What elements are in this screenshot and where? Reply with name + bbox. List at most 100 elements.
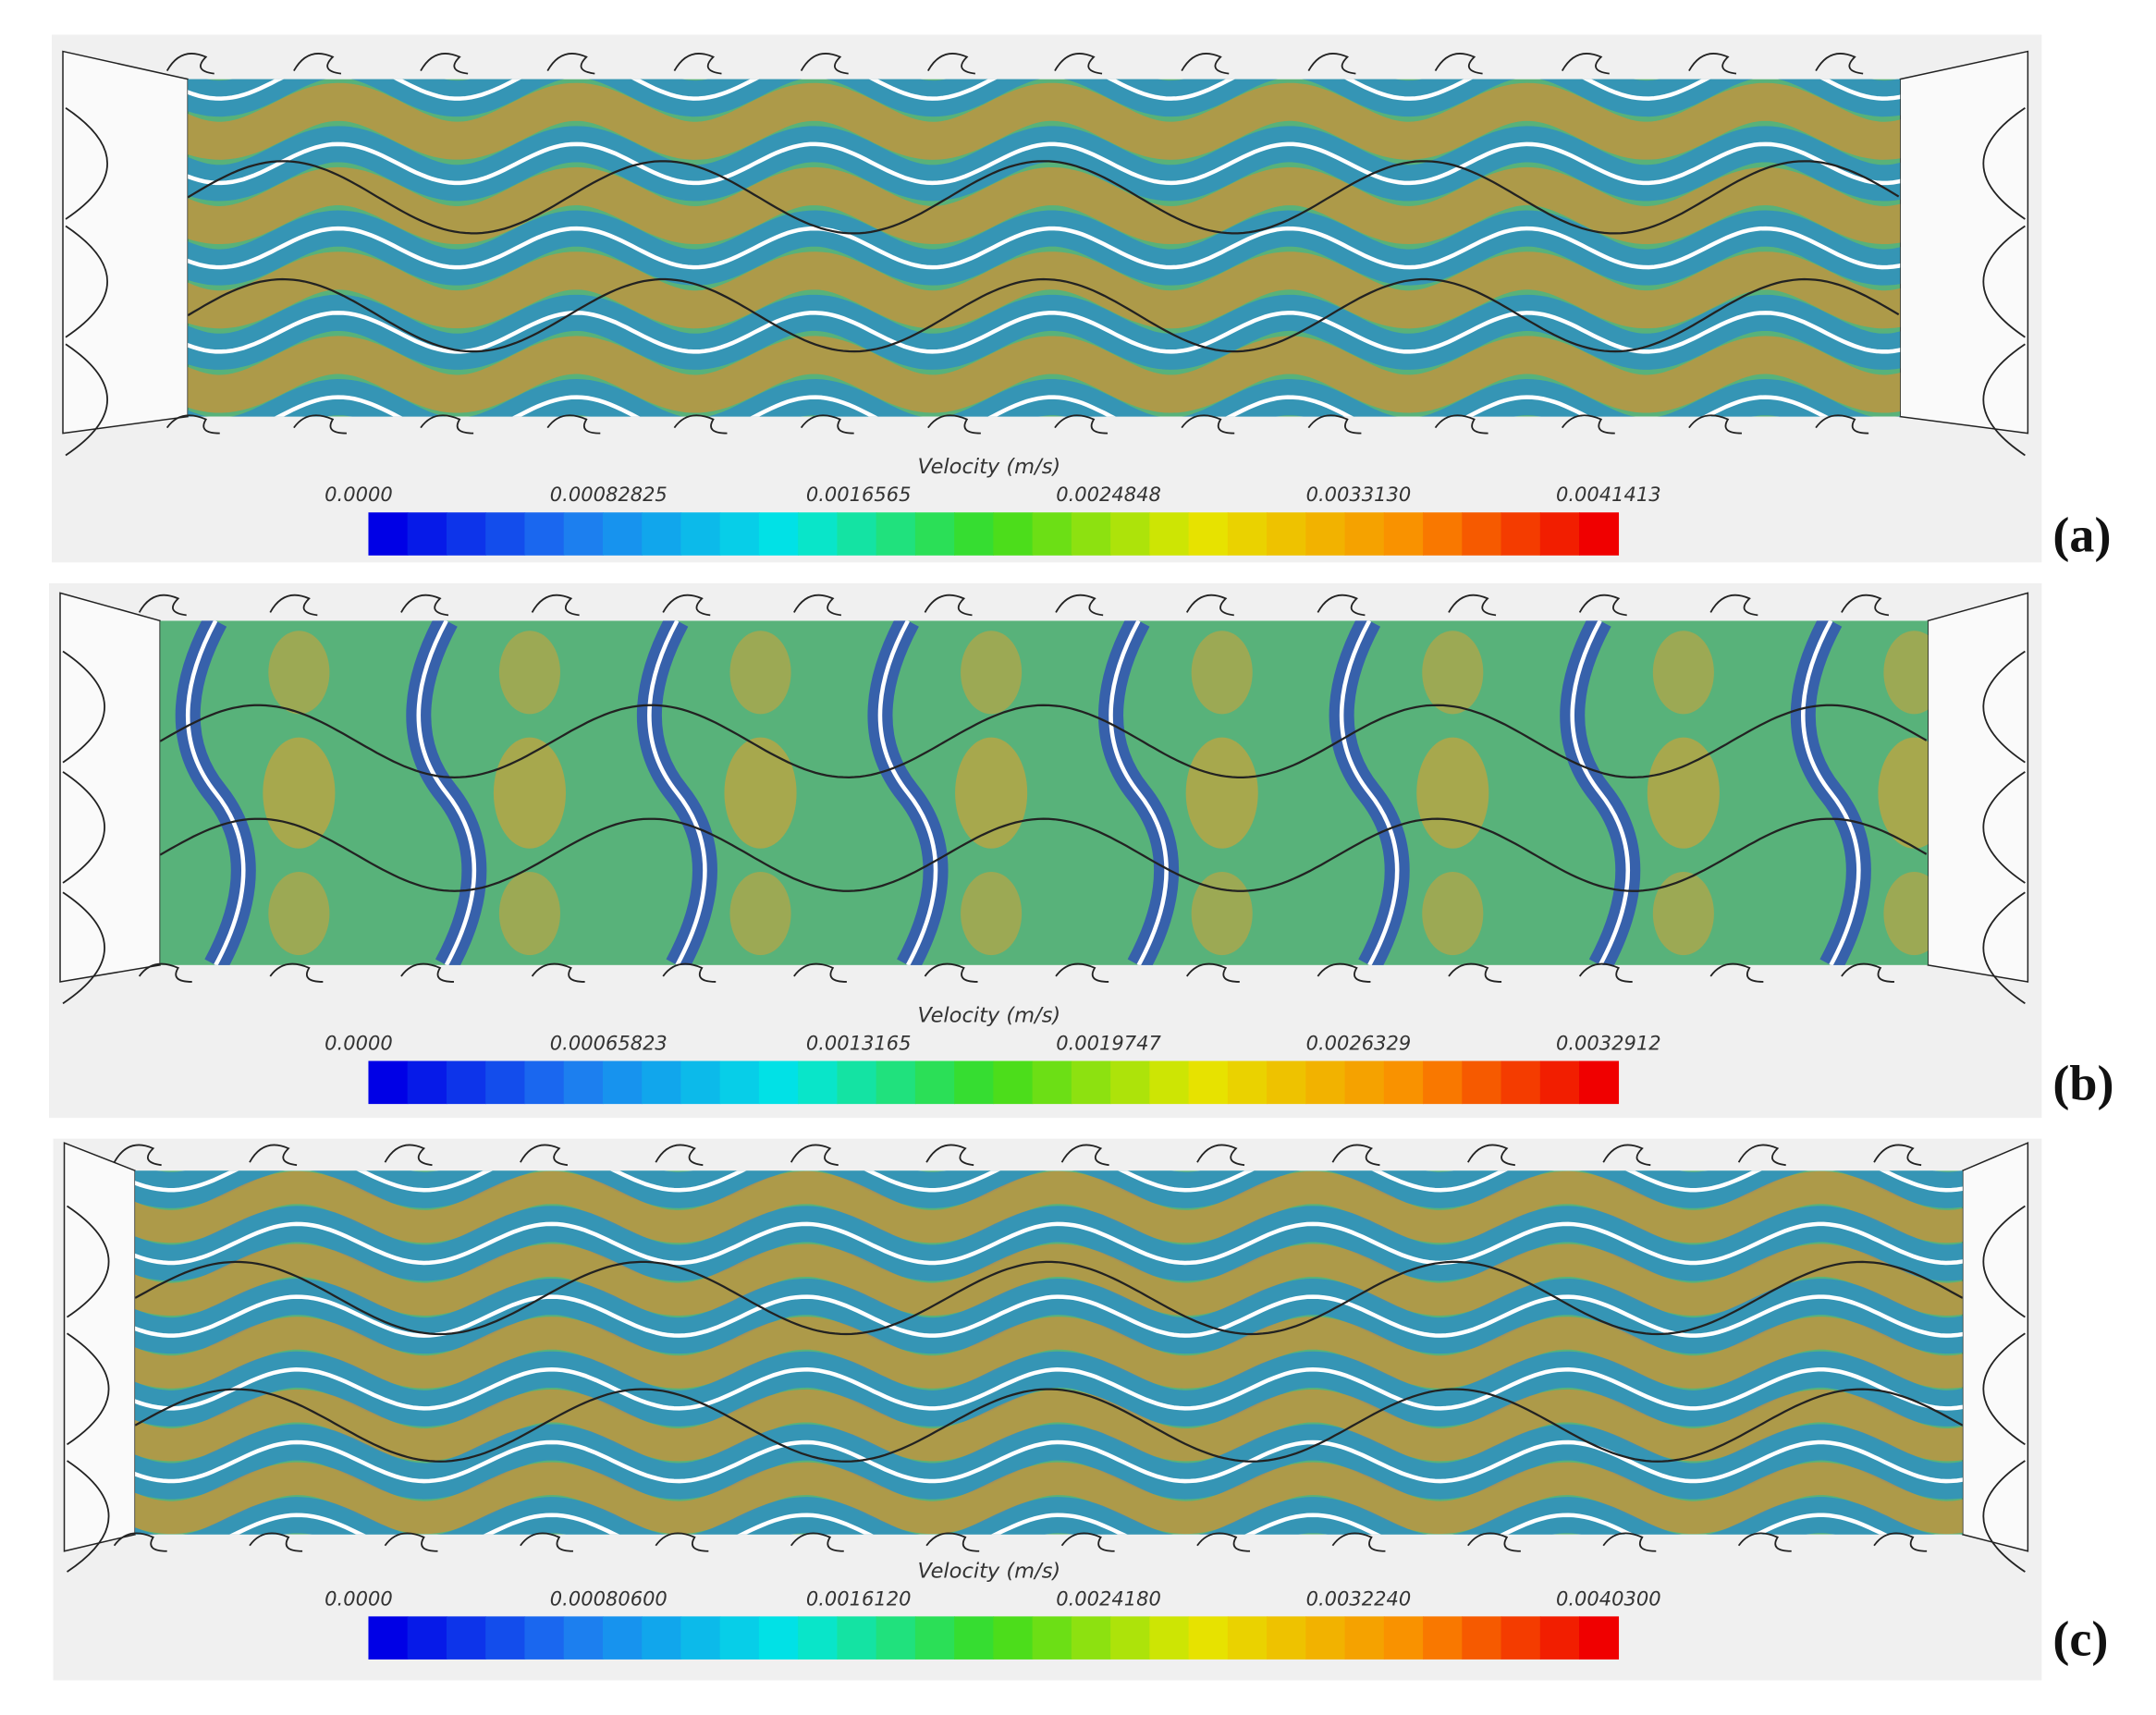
outlet-outline: [1962, 1142, 2029, 1552]
wire-hook: [1737, 1144, 1786, 1167]
colorbar-title: Velocity (m/s): [918, 1003, 1061, 1027]
wall: [1109, 620, 1169, 965]
wire-hook: [1688, 53, 1737, 75]
colorbar-segment: [1344, 1060, 1385, 1105]
colorbar-segment: [680, 512, 721, 556]
colorbar-segment: [1267, 1616, 1307, 1660]
wall: [135, 1221, 1963, 1266]
wire-hook: [1709, 594, 1758, 617]
high-velocity-spot: [1422, 871, 1484, 956]
high-velocity-band: [188, 166, 1901, 245]
wire-hook: [249, 1532, 303, 1552]
colorbar-segment: [1032, 1060, 1072, 1105]
inlet-outline: [59, 592, 161, 983]
high-velocity-spot: [498, 631, 560, 715]
flow-field: [135, 1170, 1963, 1535]
wire-hook: [1434, 414, 1488, 435]
wire-hook: [1467, 1532, 1521, 1552]
colorbar-segment: [1267, 1060, 1307, 1105]
colorbar-segment: [758, 1616, 799, 1660]
colorbar-segment: [680, 1060, 721, 1105]
colorbar-segment: [1071, 1060, 1111, 1105]
outlet-outline: [1899, 50, 2029, 435]
colorbar-segment: [407, 512, 447, 556]
colorbar-segment: [719, 1060, 760, 1105]
colorbar-segment: [1227, 512, 1268, 556]
colorbar-segment: [1305, 1616, 1346, 1660]
wire-hook: [113, 1532, 167, 1552]
colorbar-segment: [524, 1060, 565, 1105]
flow-field: [188, 79, 1901, 417]
colorbar-segment: [1579, 1616, 1620, 1660]
colorbar-segment: [642, 1616, 682, 1660]
colorbar-segment: [1539, 512, 1580, 556]
wire-outline: [160, 817, 1928, 892]
colorbar-segment: [1188, 1616, 1229, 1660]
high-velocity-spot: [1878, 737, 1929, 849]
wire-hook: [138, 962, 192, 983]
wire-hook: [1055, 962, 1109, 983]
wire-hook: [1602, 1144, 1651, 1167]
colorbar-tick-label: 0.00080600: [550, 1586, 668, 1610]
colorbar-segment: [563, 512, 604, 556]
colorbar-segment: [1305, 1060, 1346, 1105]
inlet-arc: [65, 107, 108, 220]
wire-hook: [269, 962, 324, 983]
colorbar-segment: [719, 1616, 760, 1660]
colorbar-tick-label: 0.0032240: [1306, 1586, 1412, 1610]
colorbar-segment: [1032, 1616, 1072, 1660]
outlet-arc: [1982, 107, 2026, 220]
colorbar-segment: [368, 1616, 409, 1660]
wire-hook: [165, 53, 214, 75]
wire-hook: [1578, 962, 1633, 983]
colorbar-segment: [1227, 1616, 1268, 1660]
colorbar-segment: [1149, 1616, 1190, 1660]
wire-hook: [1185, 594, 1234, 617]
high-velocity-spot: [1191, 871, 1253, 956]
colorbar-tick-label: 0.0019747: [1056, 1032, 1161, 1055]
colorbar-tick-label: 0.0000: [325, 483, 393, 506]
colorbar-segment: [1149, 1060, 1190, 1105]
outlet-arc: [1982, 1460, 2026, 1573]
colorbar-segment: [602, 512, 643, 556]
wire-hook: [1331, 1144, 1380, 1167]
wire-hook: [673, 53, 722, 75]
wire-hook: [1815, 53, 1864, 75]
high-velocity-spot: [1883, 631, 1929, 715]
colorbar-tick-label: 0.0040300: [1556, 1586, 1661, 1610]
colorbar-tick-label: 0.0000: [325, 1586, 393, 1610]
wire-hook: [925, 1532, 980, 1552]
inlet-arc: [62, 891, 105, 1005]
high-velocity-band: [188, 251, 1901, 329]
wall: [135, 1294, 1963, 1338]
wire-hook: [924, 962, 978, 983]
colorbar-segment: [1501, 512, 1541, 556]
colorbar-segment: [954, 512, 995, 556]
wire-hook: [1841, 594, 1890, 617]
colorbar-segment: [837, 1616, 877, 1660]
wire-hook: [1561, 53, 1610, 75]
wire-hook: [926, 53, 975, 75]
colorbar-segment: [1344, 512, 1385, 556]
wall: [135, 1367, 1963, 1411]
colorbar-segment: [993, 512, 1034, 556]
wire-hook: [420, 414, 474, 435]
colorbar-title: Velocity (m/s): [918, 1559, 1061, 1583]
colorbar-segment: [1462, 1616, 1502, 1660]
high-velocity-spot: [1416, 737, 1489, 849]
wire-hook: [655, 1532, 709, 1552]
colorbar-title: Velocity (m/s): [918, 455, 1061, 479]
wall: [647, 620, 707, 965]
wire-hook: [1841, 962, 1894, 983]
colorbar-tick-label: 0.0024848: [1056, 483, 1161, 506]
wire-hook: [1060, 1532, 1115, 1552]
wire-hook: [400, 594, 449, 617]
wire-hook: [1317, 962, 1371, 983]
wire-hook: [1873, 1144, 1922, 1167]
wire-outline: [160, 704, 1928, 778]
panel-label: (c): [2052, 1611, 2108, 1666]
inlet-arc: [65, 343, 108, 457]
wire-hook: [800, 53, 849, 75]
colorbar-segment: [837, 512, 877, 556]
